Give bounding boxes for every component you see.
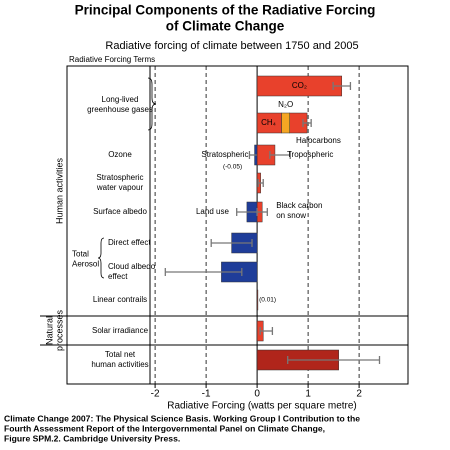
section-label: processes [54, 309, 64, 351]
term-label: Aerosol [72, 260, 99, 269]
chart-subtitle: Radiative forcing of climate between 175… [105, 40, 358, 52]
term-label: human activities [91, 360, 148, 369]
segment-label: Stratospheric [201, 150, 248, 159]
segment-label: N₂O [278, 100, 293, 109]
sub-label: Direct effect [108, 238, 151, 247]
value-label: (-0.05) [223, 164, 242, 171]
sub-label: Cloud albedo [108, 262, 156, 271]
segment-label: Black carbon [276, 201, 322, 210]
value-label: (0.01) [259, 297, 276, 304]
source-note: Figure SPM.2. Cambridge University Press… [4, 433, 180, 443]
term-label: Ozone [108, 150, 132, 159]
brace [97, 237, 105, 279]
source-note: Fourth Assessment Report of the Intergov… [4, 423, 325, 433]
segment-label: Halocarbons [296, 136, 341, 145]
x-tick-label: 2 [356, 389, 362, 400]
section-label: Natural [44, 316, 54, 345]
x-tick-label: 1 [305, 389, 311, 400]
term-label: Long-lived [102, 95, 139, 104]
term-label: water vapour [96, 183, 144, 192]
term-label: Solar irradiance [92, 326, 149, 335]
section-label: Human activities [54, 157, 64, 224]
x-tick-label: -2 [151, 389, 160, 400]
x-tick-label: -1 [202, 389, 211, 400]
term-label: greenhouse gases [87, 105, 153, 114]
brace [147, 77, 157, 131]
bar [256, 289, 259, 311]
term-label: Surface albedo [93, 207, 147, 216]
segment-label: Land use [196, 207, 229, 216]
x-axis-label: Radiative Forcing (watts per square metr… [167, 401, 357, 412]
plot-frame [66, 65, 409, 385]
terms-header: Radiative Forcing Terms [69, 55, 155, 64]
segment-label: CH₄ [261, 118, 276, 127]
term-label: Total [72, 250, 89, 259]
segment-label: Tropospheric [287, 150, 333, 159]
bar [281, 112, 290, 134]
term-label: Total net [105, 350, 136, 359]
x-tick-label: 0 [254, 389, 260, 400]
term-label: Stratospheric [96, 173, 143, 182]
segment-label: on snow [276, 211, 306, 220]
sub-label: effect [108, 272, 128, 281]
term-label: Linear contrails [93, 295, 147, 304]
source-note: Climate Change 2007: The Physical Scienc… [4, 413, 360, 423]
chart-title: Principal Components of the Radiative Fo… [75, 3, 376, 18]
chart-title: of Climate Change [166, 19, 285, 34]
segment-label: CO₂ [292, 81, 307, 90]
